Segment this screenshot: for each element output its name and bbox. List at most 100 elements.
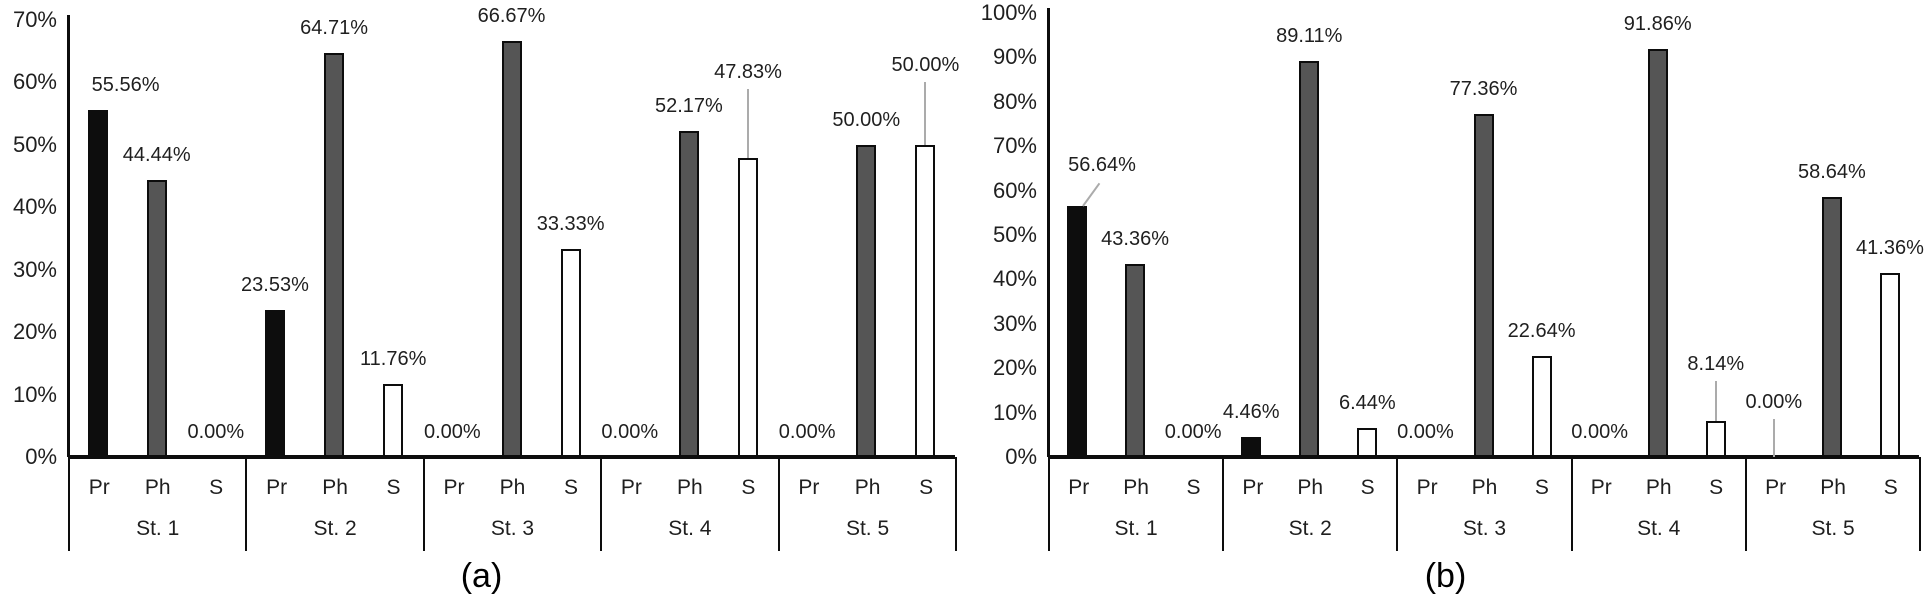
category-group: Pr Ph S St. 2 (1222, 457, 1396, 551)
y-tick-label: 10% (12, 381, 57, 407)
bar-category-label: Ph (1820, 476, 1846, 499)
bar-category-label: Pr (88, 476, 110, 499)
data-label: 33.33% (536, 212, 605, 235)
data-label: 77.36% (1449, 77, 1518, 100)
data-label: 47.83% (714, 61, 782, 84)
data-label: 22.64% (1507, 320, 1576, 343)
data-label: 66.67% (477, 4, 546, 27)
bar-category-label: Ph (144, 476, 171, 499)
bar-category-label: S (919, 476, 934, 499)
data-label: 55.56% (91, 74, 160, 97)
bar-ph (146, 179, 167, 457)
y-tick-label: 10% (992, 399, 1037, 425)
bar-s (1531, 356, 1552, 457)
bar-pr (1241, 437, 1262, 457)
y-tick-label: 70% (992, 133, 1037, 159)
data-label: 43.36% (1101, 228, 1170, 251)
y-tick-label: 40% (12, 194, 57, 220)
bar-s (1357, 428, 1378, 457)
data-label: 0.00% (1164, 421, 1222, 443)
bar-category-label: Pr (620, 476, 642, 499)
data-label: 6.44% (1339, 392, 1396, 415)
chart-panel-b: 0% 10% 20% 30% 40% 50% 60% 70% 80% 90% 100% Pr Ph S St… (964, 0, 1927, 606)
bar-category-label: Pr (1242, 476, 1264, 499)
bar-pr (1067, 205, 1088, 457)
group-label: St. 1 (136, 517, 180, 540)
leader-line (1714, 380, 1717, 421)
bar-category-label: Pr (1765, 476, 1787, 499)
leader-line (1082, 182, 1101, 207)
bar-label-row: Pr Ph S (602, 457, 777, 515)
y-tick-label: 80% (992, 88, 1037, 114)
bar-category-label: S (209, 476, 224, 499)
group-label: St. 4 (1637, 517, 1681, 540)
bar-category-label: Pr (1416, 476, 1438, 499)
bar-pr (264, 310, 285, 457)
bar-ph (324, 53, 345, 457)
y-tick-label: 40% (992, 266, 1037, 292)
group-label: St. 2 (313, 517, 357, 540)
bar-s (1879, 273, 1900, 457)
data-label: 0.00% (1571, 421, 1628, 443)
category-group: Pr Ph S St. 3 (1396, 457, 1570, 551)
bar-label-row: Pr Ph S (1398, 457, 1570, 515)
bar-category-label: S (1534, 476, 1549, 499)
bar-category-label: S (563, 476, 578, 499)
y-tick-label: 70% (12, 7, 57, 32)
bar-ph (1125, 264, 1146, 457)
data-label: 23.53% (241, 274, 309, 297)
data-label: 58.64% (1797, 160, 1866, 183)
x-axis-line (68, 455, 955, 459)
data-label: 4.46% (1222, 401, 1280, 424)
bar-category-label: Pr (443, 476, 465, 499)
bar-category-label: S (741, 476, 756, 499)
y-tick-label: 30% (992, 310, 1037, 336)
bar-category-label: Ph (1297, 476, 1324, 499)
data-label: 41.36% (1856, 237, 1924, 260)
data-label: 0.00% (187, 421, 245, 443)
data-label: 89.11% (1276, 25, 1343, 48)
bar-label-row: Pr Ph S (425, 457, 600, 515)
chart-panel-a: 0% 10% 20% 30% 40% 50% 60% 70% Pr Ph S St. 1 Pr Ph S St… (0, 0, 963, 606)
y-tick-label: 0% (25, 444, 57, 469)
y-tick-label: 60% (992, 177, 1037, 203)
bar-category-label: Ph (1123, 476, 1149, 499)
leader-line (924, 81, 927, 145)
bar-s (738, 158, 759, 457)
y-tick-label: 0% (1005, 444, 1037, 469)
bar-category-label: Ph (499, 476, 526, 499)
bar-category-label: Pr (1590, 476, 1612, 499)
data-label: 11.76% (360, 347, 427, 370)
y-tick-label: 90% (992, 44, 1037, 70)
leader-line (747, 89, 750, 159)
bar-category-label: S (1360, 476, 1375, 499)
group-label: St. 3 (1462, 517, 1507, 540)
bar-category-label: Ph (1645, 476, 1672, 499)
chart-caption: (b) (1424, 557, 1467, 595)
bar-category-label: S (1709, 476, 1724, 499)
category-group: Pr Ph S St. 5 (1744, 457, 1922, 551)
category-group: Pr Ph S St. 4 (1570, 457, 1745, 551)
data-label: 0.00% (778, 421, 836, 443)
category-group: Pr Ph S St. 2 (245, 457, 422, 551)
y-tick-label: 50% (12, 131, 57, 157)
bar-label-row: Pr Ph S (1573, 457, 1745, 515)
bar-ph (1821, 196, 1842, 457)
data-label: 52.17% (654, 95, 723, 118)
bar-label-row: Pr Ph S (1747, 457, 1920, 515)
bar-category-label: Ph (322, 476, 348, 499)
bar-category-label: Pr (1068, 476, 1090, 499)
data-label: 44.44% (122, 143, 191, 166)
y-axis-line (67, 15, 70, 457)
y-tick-label: 30% (12, 256, 57, 282)
bar-label-row: Pr Ph S (780, 457, 956, 515)
category-group: Pr Ph S St. 4 (600, 457, 777, 551)
bar-label-row: Pr Ph S (1224, 457, 1396, 515)
bar-category-label: Pr (798, 476, 820, 499)
leader-line (1772, 419, 1775, 457)
bar-ph (501, 40, 522, 457)
bar-category-label: S (386, 476, 401, 499)
y-tick-label: 20% (992, 355, 1037, 381)
bar-s (1705, 420, 1726, 457)
chart-caption: (a) (460, 557, 503, 595)
